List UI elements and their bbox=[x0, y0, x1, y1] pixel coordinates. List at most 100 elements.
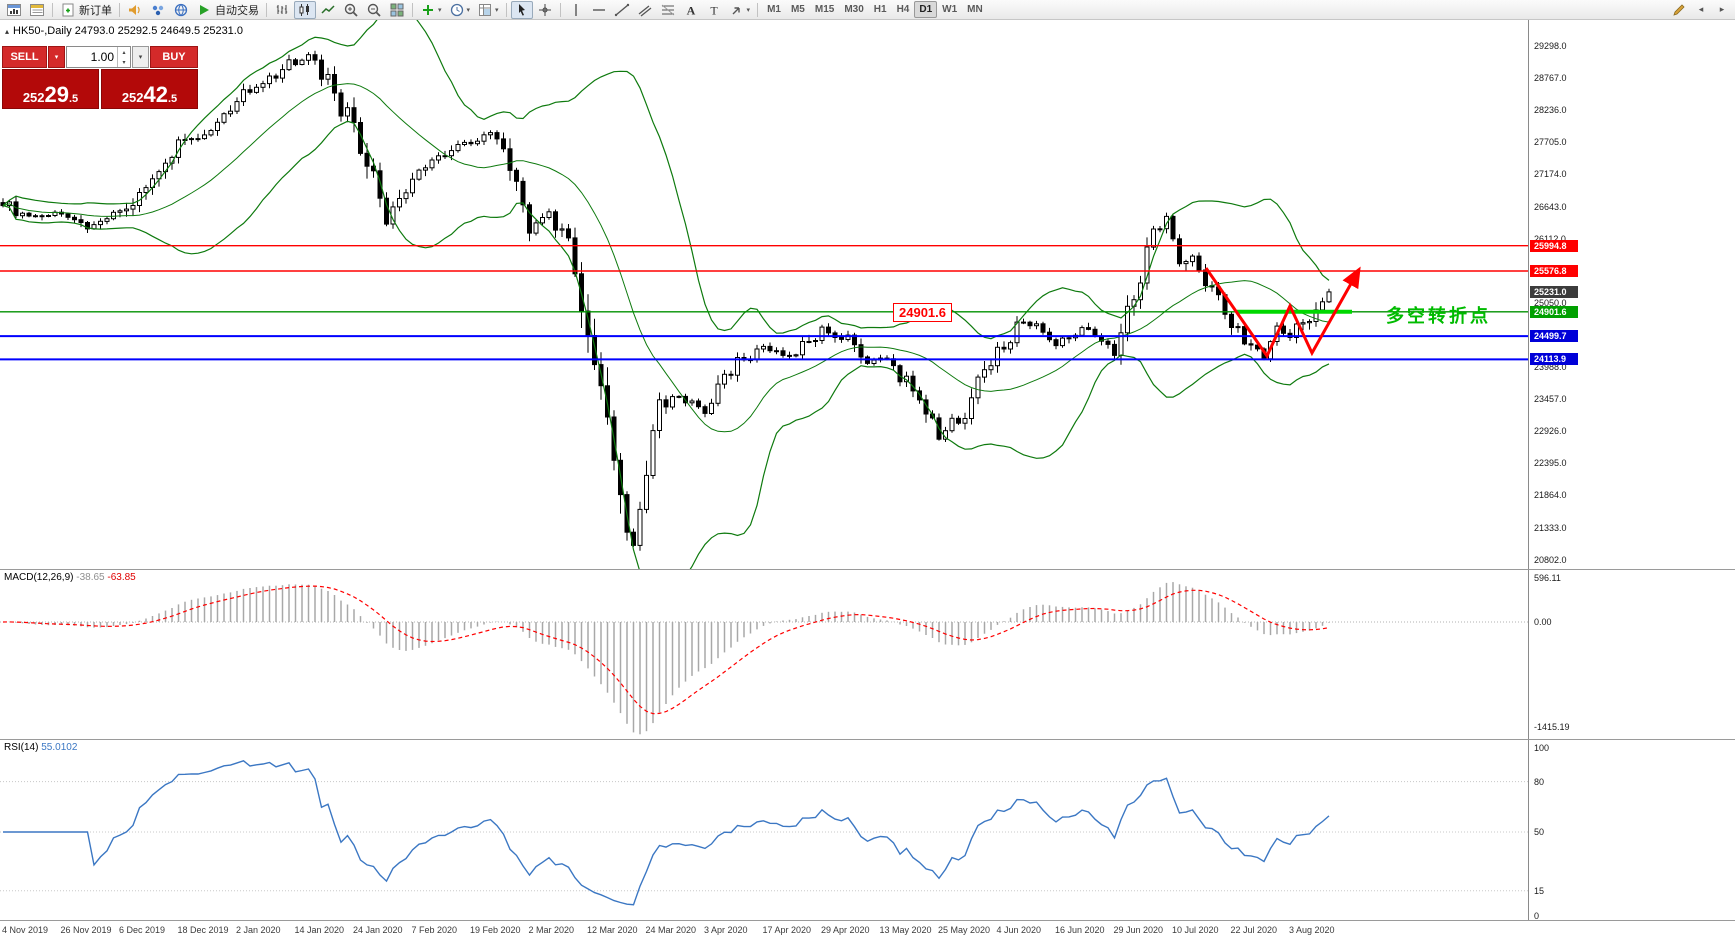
price-axis-label: 21864.0 bbox=[1534, 490, 1567, 501]
toolbar-separator bbox=[559, 2, 561, 17]
pane-separator[interactable] bbox=[0, 920, 1735, 921]
arrow-tool-icon bbox=[732, 6, 740, 14]
price-axis-label: 23457.0 bbox=[1534, 394, 1567, 405]
rsi-value: 55.0102 bbox=[41, 742, 78, 753]
scroll-right-icon: ▸ bbox=[1719, 4, 1725, 14]
timeframe-button-MN[interactable]: MN bbox=[967, 4, 983, 15]
price-tag-24113.9: 24113.9 bbox=[1530, 353, 1578, 366]
indicators-button[interactable]: ▾ bbox=[417, 1, 445, 19]
toolbar-separator bbox=[757, 2, 759, 17]
arrows-tool-button[interactable]: ▾ bbox=[726, 1, 754, 19]
timeframe-button-M30[interactable]: M30 bbox=[844, 4, 864, 15]
candlestick-icon bbox=[299, 3, 309, 16]
date-label: 24 Mar 2020 bbox=[645, 925, 697, 935]
alerts-button[interactable] bbox=[124, 1, 146, 19]
timeframe-button-M15[interactable]: M15 bbox=[814, 4, 835, 15]
date-label: 13 May 2020 bbox=[879, 925, 932, 935]
crosshair-tool-button[interactable] bbox=[534, 1, 556, 19]
volume-spinner: ▴ ▾ bbox=[117, 47, 130, 67]
bar-chart-mode-button[interactable] bbox=[271, 1, 293, 19]
symbol-ohlc-text: HK50-,Daily 24793.0 25292.5 24649.5 2523… bbox=[13, 25, 243, 37]
trendline-tool-button[interactable] bbox=[611, 1, 633, 19]
rsi-scale-label: 50 bbox=[1534, 827, 1545, 837]
price-axis-label: 27174.0 bbox=[1534, 169, 1567, 180]
web-terminal-button[interactable] bbox=[170, 1, 192, 19]
globe-icon bbox=[174, 3, 188, 16]
cursor-tool-button[interactable] bbox=[510, 0, 533, 19]
line-chart-icon bbox=[321, 4, 335, 14]
trendline-icon bbox=[614, 3, 629, 16]
community-button[interactable] bbox=[147, 1, 169, 19]
pane-separator[interactable] bbox=[0, 569, 1735, 570]
sell-button[interactable]: SELL bbox=[2, 46, 47, 68]
horizontal-line-tool-button[interactable] bbox=[588, 1, 610, 19]
timeframe-button-M1[interactable]: M1 bbox=[767, 4, 781, 15]
toolbar-scroll-right-button[interactable]: ▸ bbox=[1712, 1, 1732, 19]
periods-button[interactable]: ▾ bbox=[446, 1, 474, 19]
new-chart-window-button[interactable] bbox=[3, 1, 25, 19]
price-tag-25231.0: 25231.0 bbox=[1530, 285, 1578, 298]
spin-up-icon[interactable]: ▴ bbox=[122, 49, 126, 56]
macd-layer bbox=[0, 582, 1528, 735]
date-label: 7 Feb 2020 bbox=[411, 925, 458, 935]
date-label: 10 Jul 2020 bbox=[1172, 925, 1219, 935]
date-label: 24 Jan 2020 bbox=[353, 925, 403, 935]
tile-windows-button[interactable] bbox=[386, 1, 408, 19]
collapse-arrow-icon[interactable]: ▴ bbox=[5, 26, 10, 36]
price-axis-label: 29298.0 bbox=[1534, 40, 1567, 51]
timeframe-button-H4[interactable]: H4 bbox=[896, 4, 910, 15]
volume-dropdown-button[interactable]: ▾ bbox=[132, 46, 149, 68]
candlestick-mode-button[interactable] bbox=[294, 0, 316, 19]
toolbar-separator bbox=[52, 2, 53, 17]
buy-price-button[interactable]: 252 42.5 bbox=[101, 69, 198, 109]
sell-price-button[interactable]: 252 29.5 bbox=[2, 69, 99, 109]
price-axis-label: 28236.0 bbox=[1534, 105, 1567, 116]
price-axis-label: 20802.0 bbox=[1534, 554, 1567, 565]
timeframe-button-W1[interactable]: W1 bbox=[942, 4, 958, 15]
new-order-button[interactable]: 新订单 bbox=[57, 1, 115, 19]
pane-separator[interactable] bbox=[0, 739, 1735, 740]
profiles-button[interactable] bbox=[26, 1, 48, 19]
date-label: 2 Jan 2020 bbox=[236, 925, 281, 935]
edit-button[interactable] bbox=[1668, 1, 1690, 19]
horn-icon bbox=[129, 4, 140, 15]
price-axis-label: 25050.0 bbox=[1534, 297, 1567, 308]
fibonacci-tool-button[interactable] bbox=[657, 1, 679, 19]
label-tool-button[interactable]: T bbox=[703, 1, 725, 19]
auto-trading-button[interactable]: 自动交易 bbox=[193, 1, 262, 19]
toolbar-separator bbox=[266, 2, 267, 17]
vertical-line-icon bbox=[574, 3, 577, 16]
text-tool-button[interactable]: A bbox=[680, 1, 702, 19]
price-axis-label: 21333.0 bbox=[1534, 522, 1567, 533]
date-label: 19 Feb 2020 bbox=[470, 925, 521, 935]
date-label: 3 Aug 2020 bbox=[1289, 925, 1335, 935]
horizontal-line-icon bbox=[592, 8, 605, 11]
timeframe-button-H1[interactable]: H1 bbox=[873, 4, 887, 15]
timeframe-button-D1[interactable]: D1 bbox=[914, 1, 938, 18]
vertical-line-tool-button[interactable] bbox=[565, 1, 587, 19]
chevron-down-icon: ▾ bbox=[746, 6, 751, 14]
zoom-out-icon bbox=[367, 3, 381, 17]
sell-dropdown-button[interactable]: ▾ bbox=[48, 46, 65, 68]
macd-scale-label: 596.11 bbox=[1534, 572, 1561, 583]
date-label: 29 Jun 2020 bbox=[1113, 925, 1164, 935]
line-chart-mode-button[interactable] bbox=[317, 1, 339, 19]
text-icon: A bbox=[686, 3, 695, 17]
buy-button[interactable]: BUY bbox=[150, 46, 198, 68]
cursor-icon bbox=[518, 3, 525, 16]
timeframe-button-M5[interactable]: M5 bbox=[790, 4, 805, 15]
macd-main-value: -38.65 bbox=[76, 572, 105, 583]
channel-tool-button[interactable] bbox=[634, 1, 656, 19]
zoom-in-button[interactable] bbox=[340, 1, 362, 19]
pencil-icon bbox=[1673, 3, 1685, 16]
zigzag-arrow-annotation bbox=[1204, 266, 1361, 360]
zoom-out-button[interactable] bbox=[363, 1, 385, 19]
volume-input[interactable] bbox=[67, 47, 117, 67]
templates-button[interactable]: ▾ bbox=[474, 1, 502, 19]
date-label: 12 Mar 2020 bbox=[587, 925, 638, 935]
toolbar-separator bbox=[412, 2, 413, 17]
spin-down-icon[interactable]: ▾ bbox=[122, 59, 126, 66]
date-label: 18 Dec 2019 bbox=[177, 925, 229, 935]
toolbar-scroll-left-button[interactable]: ◂ bbox=[1691, 1, 1711, 19]
